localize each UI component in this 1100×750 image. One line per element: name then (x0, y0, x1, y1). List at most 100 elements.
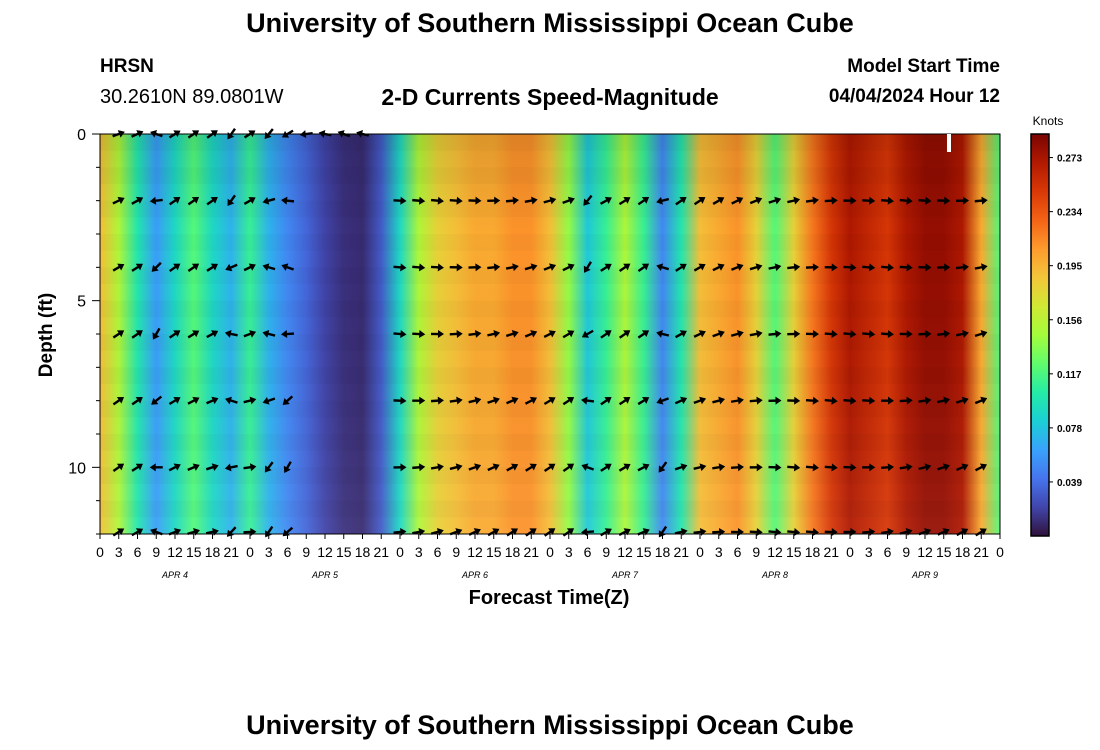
current-vector (843, 527, 857, 536)
current-vector (618, 397, 631, 406)
current-vector (899, 263, 913, 272)
heatmap-band (100, 201, 1000, 218)
current-vector (206, 196, 218, 206)
x-tick-label: 6 (584, 544, 592, 560)
current-vector (412, 330, 426, 339)
vector-head (135, 463, 143, 471)
vector-head (192, 396, 200, 404)
vector-head (831, 463, 838, 472)
vector-head (248, 263, 256, 271)
vector-head (475, 196, 482, 205)
current-vector (412, 263, 426, 272)
vector-head (623, 397, 631, 404)
vector-head (850, 196, 857, 205)
vector-head (529, 396, 538, 404)
vector-head (869, 196, 876, 205)
current-vector (243, 527, 257, 536)
vector-head (774, 263, 782, 272)
current-vector (227, 127, 236, 140)
vector-head (249, 330, 257, 338)
current-vector (243, 396, 257, 405)
vector-head (581, 396, 588, 405)
current-vector (637, 330, 650, 339)
vector-head (224, 463, 232, 472)
vector-head (492, 463, 500, 471)
vector-head (868, 263, 876, 272)
vector-head (680, 463, 688, 471)
current-vector (581, 463, 595, 471)
current-vector (449, 263, 463, 272)
x-tick-label: 6 (284, 544, 292, 560)
current-vector (131, 528, 144, 537)
vector-head (642, 528, 650, 536)
current-vector (543, 196, 557, 205)
vector-head (656, 329, 663, 338)
current-vector (581, 396, 595, 405)
colorbar-label: Knots (1033, 114, 1064, 128)
current-vector (583, 194, 593, 206)
current-vector (674, 463, 688, 471)
vector-head (265, 530, 272, 538)
current-vector (393, 263, 407, 272)
current-vector (600, 263, 612, 272)
current-vector (880, 263, 894, 272)
vector-head (736, 196, 744, 205)
current-vector (618, 330, 631, 339)
surface-marker (947, 134, 951, 152)
x-tick-label: 0 (96, 544, 104, 560)
x-tick-label: 21 (223, 544, 239, 560)
current-vector (264, 461, 274, 473)
current-vector (918, 196, 932, 205)
vector-head (150, 130, 158, 138)
vector-head (775, 463, 782, 472)
current-vector (693, 330, 706, 338)
vector-head (850, 463, 857, 472)
current-vector (393, 463, 407, 472)
vector-head (151, 397, 159, 405)
vector-head (135, 396, 143, 404)
vector-head (623, 528, 631, 536)
current-vector (712, 527, 726, 536)
vector-head (117, 130, 125, 138)
current-vector (749, 528, 763, 537)
vector-head (281, 330, 288, 339)
vector-head (962, 329, 969, 338)
heatmap-band (100, 367, 1000, 384)
vector-head (812, 396, 819, 405)
current-vector (449, 463, 463, 472)
current-vector (393, 196, 407, 205)
vector-head (812, 263, 819, 272)
current-vector (562, 463, 575, 473)
vector-head (641, 330, 650, 338)
vector-head (437, 396, 444, 405)
vector-head (961, 528, 969, 536)
vector-head (699, 463, 707, 472)
vector-head (980, 263, 988, 272)
current-vector (880, 463, 894, 472)
current-vector (243, 330, 257, 338)
vector-head (152, 332, 160, 340)
x-tick-label: 3 (715, 544, 723, 560)
current-vector (412, 396, 426, 405)
heatmap-band (100, 301, 1000, 318)
vector-head (135, 330, 143, 338)
current-vector (468, 329, 482, 338)
x-tick-label: 3 (115, 544, 123, 560)
current-vector (393, 527, 407, 536)
current-vector (168, 396, 181, 406)
vector-head (604, 463, 612, 471)
current-vector (937, 329, 951, 338)
current-vector (187, 196, 200, 206)
vector-head (737, 396, 744, 405)
vector-head (192, 463, 200, 471)
vector-head (264, 465, 272, 473)
vector-head (548, 396, 556, 404)
vector-head (173, 396, 181, 404)
vector-head (623, 263, 631, 271)
current-vector (524, 196, 538, 205)
vector-head (775, 528, 782, 537)
vector-head (717, 196, 725, 204)
current-vector (150, 130, 163, 138)
vector-head (581, 463, 589, 471)
vector-head (905, 528, 913, 536)
